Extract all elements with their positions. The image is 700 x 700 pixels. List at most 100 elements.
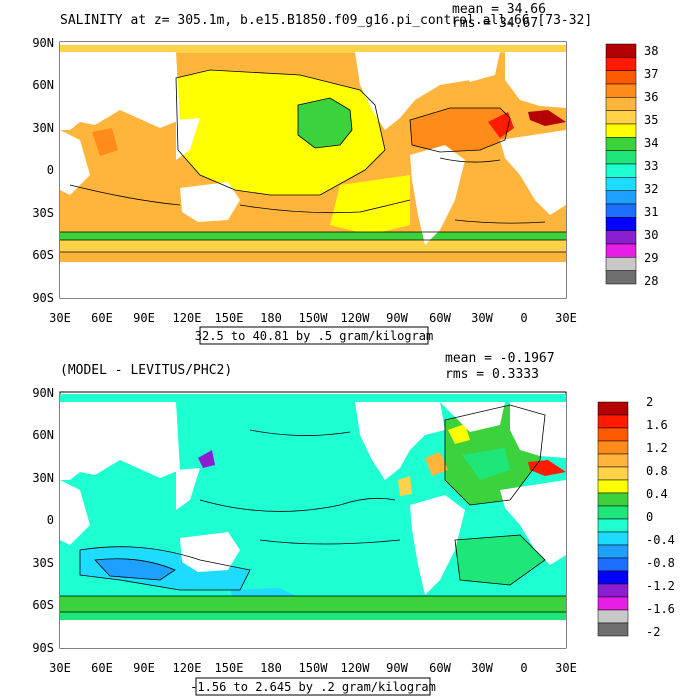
lat-tick-label: 30S: [32, 206, 54, 220]
lat-tick-label: 30S: [32, 556, 54, 570]
colorbar-label: 2: [646, 395, 653, 409]
colorbar-swatch: [597, 596, 629, 611]
lon-tick-label: 90W: [386, 661, 408, 675]
colorbar-swatch: [605, 110, 637, 125]
lon-tick-label: 150W: [299, 661, 329, 675]
lon-tick-label: 30E: [555, 661, 577, 675]
lon-tick-label: 30E: [49, 661, 71, 675]
colorbar-swatch: [605, 43, 637, 58]
lon-axis: 30E 60E 90E 120E 150E 180 150W 120W 90W …: [49, 311, 577, 325]
map-area: [59, 391, 567, 649]
colorbar-swatch: [605, 243, 637, 258]
colorbar-swatch: [605, 70, 637, 85]
lon-tick-label: 60E: [91, 661, 113, 675]
lat-tick-label: 60N: [32, 78, 54, 92]
colorbar-swatch: [605, 177, 637, 191]
colorbar-label: 30: [644, 228, 658, 242]
colorbar-label: 33: [644, 159, 658, 173]
colorbar-swatch: [605, 257, 637, 271]
lat-tick-label: 0: [47, 513, 54, 527]
colorbar-label: 31: [644, 205, 658, 219]
colorbar-swatch: [597, 440, 629, 455]
colorbar-swatch: [597, 479, 629, 494]
colorbar-swatch: [597, 518, 629, 533]
panel-title: (MODEL - LEVITUS/PHC2): [60, 363, 232, 378]
colorbar-swatch: [605, 230, 637, 245]
colorbar-label: -1.2: [646, 579, 675, 593]
lat-axis: 90N 60N 30N 0 30S 60S 90S: [32, 386, 54, 655]
colorbar-swatch: [597, 492, 629, 507]
range-label: 32.5 to 40.81 by .5 gram/kilogram: [195, 329, 433, 343]
lon-tick-label: 180: [260, 311, 282, 325]
colorbar-label: 37: [644, 67, 658, 81]
colorbar-label: -0.4: [646, 533, 675, 547]
colorbar-swatch: [605, 217, 637, 231]
colorbar-label: 0: [646, 510, 653, 524]
lon-tick-label: 60W: [429, 661, 451, 675]
lon-tick-label: 120E: [173, 311, 202, 325]
colorbar-swatch: [605, 203, 637, 218]
colorbar-label: -0.8: [646, 556, 675, 570]
colorbar-swatch: [597, 544, 629, 559]
colorbar-swatch: [605, 270, 637, 285]
lat-tick-label: 90N: [32, 386, 54, 400]
lon-tick-label: 150E: [215, 311, 244, 325]
rms-value: rms = 0.3333: [445, 367, 539, 382]
colorbar-swatch: [597, 583, 629, 598]
colorbar-swatch: [605, 190, 637, 205]
lon-axis: 30E 60E 90E 120E 150E 180 150W 120W 90W …: [49, 661, 577, 675]
panel-salinity: SALINITY at z= 305.1m, b.e15.B1850.f09_g…: [32, 2, 658, 345]
lon-tick-label: 60W: [429, 311, 451, 325]
lon-tick-label: 120E: [173, 661, 202, 675]
colorbar-label: 28: [644, 274, 658, 288]
lon-tick-label: 150E: [215, 661, 244, 675]
lat-tick-label: 60S: [32, 248, 54, 262]
colorbar: 2 1.6 1.2 0.8 0.4 0 -0.4 -0.8 -1.2 -1.6 …: [597, 395, 675, 639]
colorbar-swatch: [597, 466, 629, 481]
colorbar-swatch: [605, 97, 637, 111]
range-box: -1.56 to 2.645 by .2 gram/kilogram: [190, 677, 436, 696]
colorbar-label: 29: [644, 251, 658, 265]
colorbar-label: 35: [644, 113, 658, 127]
colorbar-swatch: [597, 427, 629, 442]
colorbar-label: 36: [644, 90, 658, 104]
lon-tick-label: 30W: [471, 311, 493, 325]
colorbar-swatch: [597, 609, 629, 624]
lat-tick-label: 30N: [32, 471, 54, 485]
colorbar-swatch: [597, 570, 629, 585]
lat-tick-label: 30N: [32, 121, 54, 135]
lon-tick-label: 180: [260, 661, 282, 675]
land: [60, 402, 566, 648]
lat-tick-label: 90S: [32, 641, 54, 655]
lat-tick-label: 0: [47, 163, 54, 177]
panel-title: SALINITY at z= 305.1m, b.e15.B1850.f09_g…: [60, 13, 592, 28]
land: [60, 52, 566, 298]
lon-tick-label: 30E: [49, 311, 71, 325]
colorbar-swatch: [605, 83, 637, 98]
panel-anomaly: (MODEL - LEVITUS/PHC2) mean = -0.1967 rm…: [32, 351, 675, 696]
colorbar-swatch: [597, 557, 629, 572]
colorbar-label: 0.4: [646, 487, 668, 501]
lon-tick-label: 90E: [133, 311, 155, 325]
colorbar-swatch: [597, 401, 629, 416]
colorbar-label: 1.2: [646, 441, 668, 455]
colorbar-swatch: [605, 150, 637, 165]
map-area: [59, 41, 567, 299]
range-label: -1.56 to 2.645 by .2 gram/kilogram: [190, 680, 436, 694]
lon-tick-label: 60E: [91, 311, 113, 325]
colorbar-label: 1.6: [646, 418, 668, 432]
lon-tick-label: 120W: [341, 661, 371, 675]
colorbar-labels: 2 1.6 1.2 0.8 0.4 0 -0.4 -0.8 -1.2 -1.6 …: [646, 395, 675, 639]
lat-tick-label: 60N: [32, 428, 54, 442]
lon-tick-label: 0: [520, 311, 527, 325]
rms-value: rms = 34.67: [452, 16, 538, 31]
colorbar-label: 38: [644, 44, 658, 58]
mean-value: mean = -0.1967: [445, 351, 555, 366]
colorbar-label: 32: [644, 182, 658, 196]
colorbar-swatch: [597, 622, 629, 637]
colorbar-swatch: [597, 453, 629, 468]
lat-axis: 90N 60N 30N 0 30S 60S 90S: [32, 36, 54, 305]
range-box: 32.5 to 40.81 by .5 gram/kilogram: [195, 326, 433, 345]
colorbar-label: 0.8: [646, 464, 668, 478]
